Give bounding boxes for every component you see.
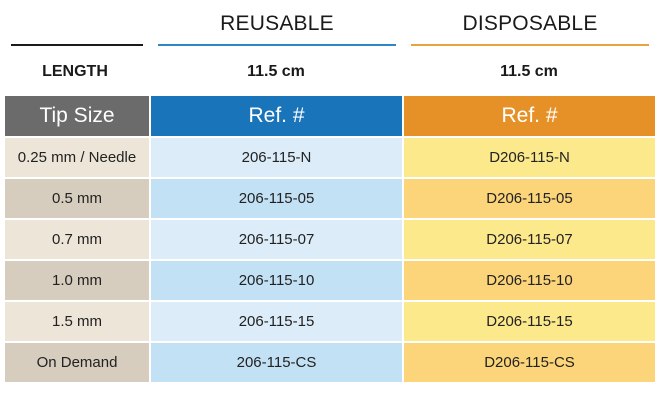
header-blank-rule — [11, 44, 143, 46]
reusable-ref-cell: 206-115-10 — [149, 259, 404, 302]
reusable-ref-cell: 206-115-05 — [149, 177, 404, 220]
table-row: 1.5 mm 206-115-15 D206-115-15 — [3, 300, 657, 343]
tip-size-cell: 0.5 mm — [3, 177, 151, 220]
header-disposable: DISPOSABLE — [411, 0, 649, 50]
col-header-disposable-ref: Ref. # — [402, 94, 657, 138]
header-reusable-label: REUSABLE — [220, 12, 334, 35]
disposable-ref-cell: D206-115-10 — [402, 259, 657, 302]
tip-size-cell: 0.25 mm / Needle — [3, 136, 151, 179]
col-header-reusable-ref: Ref. # — [149, 94, 404, 138]
reusable-ref-cell: 206-115-07 — [149, 218, 404, 261]
tip-size-cell: On Demand — [3, 341, 151, 384]
header-disposable-label: DISPOSABLE — [462, 12, 598, 35]
disposable-ref-cell: D206-115-N — [402, 136, 657, 179]
table-row: 0.5 mm 206-115-05 D206-115-05 — [3, 177, 657, 220]
tip-size-cell: 0.7 mm — [3, 218, 151, 261]
header-reusable: REUSABLE — [158, 0, 396, 50]
reusable-ref-cell: 206-115-15 — [149, 300, 404, 343]
table-row: 0.7 mm 206-115-07 D206-115-07 — [3, 218, 657, 261]
reusable-ref-cell: 206-115-CS — [149, 341, 404, 384]
length-row: LENGTH 11.5 cm 11.5 cm — [0, 52, 660, 92]
disposable-ref-cell: D206-115-05 — [402, 177, 657, 220]
disposable-ref-cell: D206-115-07 — [402, 218, 657, 261]
tip-size-cell: 1.0 mm — [3, 259, 151, 302]
table-row: On Demand 206-115-CS D206-115-CS — [3, 341, 657, 384]
tip-size-cell: 1.5 mm — [3, 300, 151, 343]
length-reusable-value: 11.5 cm — [247, 63, 305, 80]
disposable-ref-cell: D206-115-CS — [402, 341, 657, 384]
reusable-ref-cell: 206-115-N — [149, 136, 404, 179]
header-disposable-rule — [411, 44, 649, 46]
ref-table: Tip Size Ref. # Ref. # 0.25 mm / Needle … — [3, 94, 657, 384]
disposable-ref-cell: D206-115-15 — [402, 300, 657, 343]
length-disposable-value: 11.5 cm — [500, 63, 558, 80]
table-row: 1.0 mm 206-115-10 D206-115-10 — [3, 259, 657, 302]
header-reusable-rule — [158, 44, 396, 46]
length-label: LENGTH — [42, 63, 108, 80]
table-header-row: Tip Size Ref. # Ref. # — [3, 94, 657, 138]
table-row: 0.25 mm / Needle 206-115-N D206-115-N — [3, 136, 657, 179]
col-header-tip-size: Tip Size — [3, 94, 151, 138]
header-blank — [11, 0, 143, 50]
